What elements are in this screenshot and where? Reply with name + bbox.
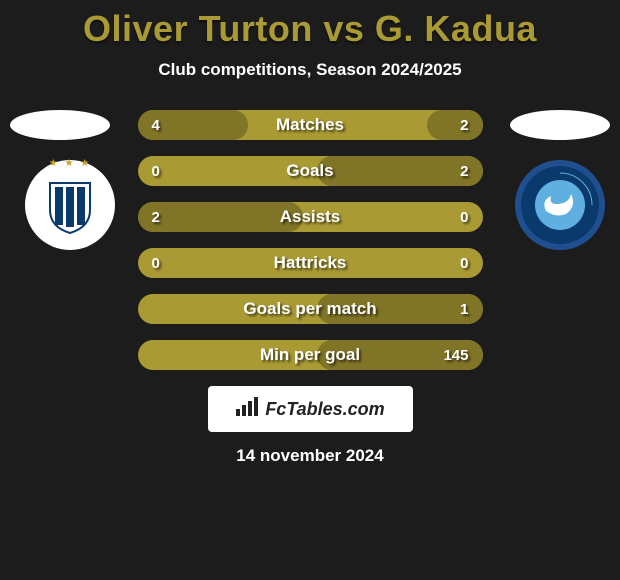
stat-row: Min per goal145 [138,340,483,370]
source-label: FcTables.com [265,399,384,420]
player-right-badge [515,160,605,250]
stat-label: Assists [138,207,483,227]
wycombe-crest-icon [521,166,599,244]
stat-value-left: 2 [152,209,160,226]
player-left-avatar [10,110,110,140]
stat-label: Hattricks [138,253,483,273]
stat-label: Min per goal [138,345,483,365]
huddersfield-crest-icon [40,175,100,235]
stat-row: Assists2 0 [138,202,483,232]
player-right-avatar [510,110,610,140]
stat-row: Goals per match1 [138,294,483,324]
stat-row: Goals0 2 [138,156,483,186]
chart-icon [235,397,259,422]
stat-label: Goals [138,161,483,181]
stat-value-right: 2 [460,163,468,180]
stat-row: Hattricks0 0 [138,248,483,278]
stat-value-right: 0 [460,255,468,272]
stat-value-right: 2 [460,117,468,134]
badge-stars-icon: ★ ★ ★ [25,158,115,169]
stat-value-left: 0 [152,255,160,272]
stat-row: Matches4 2 [138,110,483,140]
stat-value-right: 145 [443,347,468,364]
stat-label: Goals per match [138,299,483,319]
page-subtitle: Club competitions, Season 2024/2025 [0,60,620,80]
stat-value-left: 0 [152,163,160,180]
page-title: Oliver Turton vs G. Kadua [0,0,620,50]
stat-value-left: 4 [152,117,160,134]
stat-value-right: 1 [460,301,468,318]
stat-bars: Matches42Goals02Assists20Hattricks00Goal… [138,110,483,370]
stat-value-right: 0 [460,209,468,226]
comparison-panel: ★ ★ ★ Matches42Goals02Assists20Hattricks… [0,110,620,466]
footer-date: 14 november 2024 [0,446,620,466]
stat-label: Matches [138,115,483,135]
player-left-badge: ★ ★ ★ [25,160,115,250]
source-chip: FcTables.com [208,386,413,432]
